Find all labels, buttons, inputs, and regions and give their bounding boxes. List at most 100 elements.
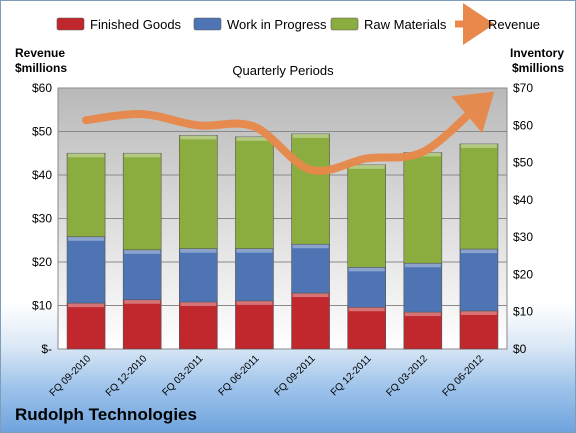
legend-swatch-raw-materials	[330, 17, 359, 31]
left-tick-label: $60	[32, 81, 52, 95]
right-tick-label: $30	[513, 230, 533, 244]
left-tick-label: $-	[41, 342, 52, 356]
legend-label-revenue: Revenue	[488, 17, 540, 32]
bar-highlight	[292, 133, 329, 138]
bar-segment-raw-materials	[179, 135, 218, 250]
bar-segment-work-in-progress	[347, 267, 386, 308]
bar-segment-raw-materials	[347, 164, 386, 268]
legend-label-raw-materials: Raw Materials	[364, 17, 447, 32]
bar-finished-goods	[459, 310, 499, 350]
bar-highlight	[404, 312, 441, 317]
bar-highlight	[68, 153, 105, 158]
bar-highlight	[124, 153, 161, 158]
bar-segment-raw-materials	[122, 152, 162, 251]
bar-segment-work-in-progress	[235, 248, 274, 302]
bar-raw-materials	[122, 152, 162, 251]
left-tick-label: $30	[32, 212, 52, 226]
bar-work-in-progress	[347, 267, 386, 308]
left-tick-label: $20	[32, 255, 52, 269]
bar-segment-finished-goods	[235, 300, 274, 350]
bar-segment-finished-goods	[459, 310, 499, 350]
bar-segment-finished-goods	[403, 311, 443, 350]
bar-work-in-progress	[403, 262, 443, 313]
bar-segment-raw-materials	[66, 152, 106, 238]
category-label: FQ 06-2011	[217, 353, 262, 398]
bar-highlight	[236, 136, 273, 141]
bar-segment-raw-materials	[459, 143, 499, 250]
bar-work-in-progress	[459, 248, 499, 312]
category-label: FQ 06-2012	[441, 353, 487, 399]
bar-raw-materials	[459, 143, 499, 250]
bar-raw-materials	[403, 152, 443, 264]
bar-highlight	[292, 244, 329, 249]
bar-raw-materials	[66, 152, 106, 238]
bar-segment-finished-goods	[291, 292, 330, 350]
left-tick-label: $40	[32, 168, 52, 182]
right-axis-title-line1: Inventory	[510, 46, 564, 60]
right-tick-label: $20	[513, 267, 533, 281]
left-axis-ticks: $- $10 $20 $30 $40 $50 $60	[32, 81, 52, 356]
axis-titles: Revenue$millionsInventory$millionsQuarte…	[15, 46, 564, 78]
category-label: FQ 03-2012	[384, 353, 430, 399]
bar-highlight	[124, 249, 161, 254]
bar-segment-raw-materials	[403, 152, 443, 264]
bar-finished-goods	[179, 301, 218, 350]
category-label: FQ 09-2011	[273, 353, 318, 398]
bar-work-in-progress	[122, 249, 162, 301]
bar-work-in-progress	[235, 248, 274, 302]
bar-highlight	[124, 299, 161, 304]
bar-segment-work-in-progress	[179, 248, 218, 303]
company-name: Rudolph Technologies	[15, 405, 197, 424]
bar-highlight	[348, 267, 385, 272]
bar-segment-finished-goods	[347, 306, 386, 350]
bars	[66, 133, 499, 350]
bar-highlight	[460, 310, 497, 315]
right-axis-ticks: $0 $10 $20 $30 $40 $50 $60 $70	[513, 81, 533, 356]
right-tick-label: $60	[513, 118, 533, 132]
bar-highlight	[68, 236, 105, 241]
bar-finished-goods	[403, 311, 443, 350]
bar-segment-raw-materials	[291, 133, 330, 245]
right-tick-label: $50	[513, 156, 533, 170]
bar-segment-work-in-progress	[66, 236, 106, 304]
bar-highlight	[68, 303, 105, 308]
right-axis-title-line2: $millions	[512, 61, 564, 75]
left-axis-title-line1: Revenue	[15, 46, 65, 60]
bar-highlight	[236, 300, 273, 305]
category-labels: FQ 09-2010 FQ 12-2010 FQ 03-2011 FQ 06-2011…	[48, 353, 487, 399]
bar-work-in-progress	[66, 236, 106, 304]
left-tick-label: $50	[32, 125, 52, 139]
legend-item-raw-materials: Raw Materials	[330, 17, 447, 32]
bar-highlight	[404, 263, 441, 268]
category-label: FQ 12-2011	[329, 353, 374, 398]
legend-item-revenue: Revenue	[455, 3, 540, 45]
bar-work-in-progress	[291, 243, 330, 294]
bar-raw-materials	[179, 135, 218, 250]
bar-segment-finished-goods	[66, 302, 106, 350]
left-axis-title-line2: $millions	[15, 61, 67, 75]
right-tick-label: $70	[513, 81, 533, 95]
bar-highlight	[180, 135, 217, 140]
bar-highlight	[180, 302, 217, 307]
bar-segment-work-in-progress	[459, 248, 499, 312]
bar-segment-finished-goods	[122, 299, 162, 350]
bar-highlight	[180, 248, 217, 253]
bar-highlight	[460, 249, 497, 254]
bar-segment-work-in-progress	[122, 249, 162, 301]
bar-highlight	[292, 293, 329, 298]
bar-finished-goods	[66, 302, 106, 350]
category-label: FQ 12-2010	[104, 353, 150, 399]
bar-highlight	[348, 307, 385, 312]
right-tick-label: $40	[513, 193, 533, 207]
bar-highlight	[348, 164, 385, 169]
bar-finished-goods	[291, 292, 330, 350]
legend-item-work-in-progress: Work in Progress	[193, 17, 327, 32]
category-label: FQ 03-2011	[160, 353, 205, 398]
bar-highlight	[460, 143, 497, 148]
bar-work-in-progress	[179, 248, 218, 303]
bar-raw-materials	[291, 133, 330, 245]
bar-finished-goods	[122, 299, 162, 350]
right-tick-label: $0	[513, 342, 527, 356]
